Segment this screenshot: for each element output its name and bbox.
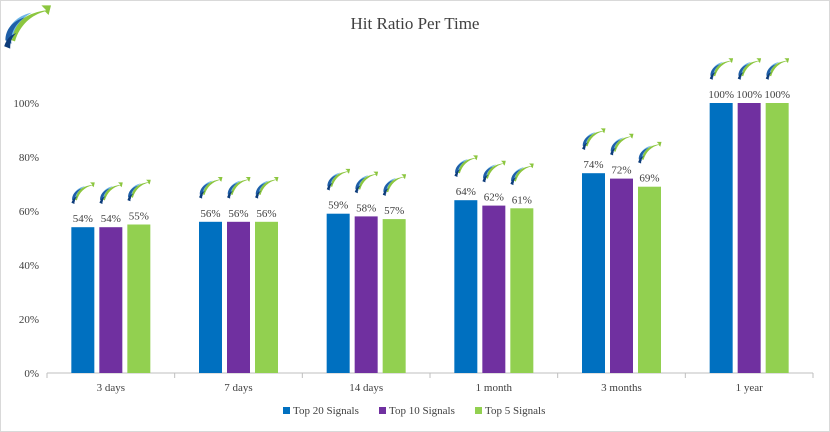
data-label: 58% [356, 202, 376, 214]
x-category-label: 7 days [224, 382, 252, 394]
logo-swoosh-icon [326, 168, 351, 191]
data-label: 56% [228, 208, 248, 220]
logo-swoosh-icon [610, 133, 634, 156]
legend-label: Top 5 Signals [485, 405, 545, 417]
y-axis: 0% 20% 40% 60% 80% 100% [13, 98, 39, 380]
x-category-label: 14 days [349, 382, 383, 394]
logo-swoosh-icon [4, 5, 51, 49]
data-label: 100% [764, 89, 790, 101]
legend: Top 20 Signals Top 10 Signals Top 5 Sign… [283, 405, 545, 417]
logo-swoosh-icon [482, 160, 506, 183]
bar [765, 103, 789, 373]
logo-swoosh-icon [255, 177, 279, 199]
legend-swatch [283, 407, 290, 414]
data-label: 100% [736, 89, 762, 101]
data-label: 59% [328, 200, 348, 212]
bar [582, 173, 605, 373]
data-label: 54% [73, 213, 93, 225]
bar [638, 186, 661, 373]
logo-swoosh-icon [454, 155, 478, 177]
x-axis-ticks [46, 373, 814, 378]
bar [510, 208, 534, 373]
bar [610, 178, 633, 373]
bar [709, 103, 733, 373]
data-label-group: 54% 54% 55% 56% 56% 56% 59% 58% 57% 64% 62% 61% 74% 7… [73, 89, 790, 225]
bar [737, 103, 761, 373]
y-tick-label: 80% [19, 152, 39, 164]
data-label: 54% [101, 213, 121, 225]
data-label: 56% [200, 208, 220, 220]
bar [255, 221, 278, 373]
y-tick-label: 100% [13, 98, 39, 110]
bar [99, 227, 123, 373]
logo-swoosh-icon [382, 174, 407, 196]
x-category-label: 3 months [601, 382, 642, 394]
data-label: 56% [256, 208, 276, 220]
data-label: 55% [129, 211, 149, 223]
bar-marker-group [71, 58, 790, 204]
x-category-label: 1 year [736, 382, 764, 394]
data-label: 72% [611, 165, 631, 177]
logo-swoosh-icon [199, 177, 223, 199]
data-label: 74% [583, 159, 603, 171]
logo-swoosh-icon [765, 58, 790, 80]
bar [482, 205, 506, 373]
logo-swoosh-icon [510, 163, 534, 186]
data-label: 100% [708, 89, 734, 101]
logo-swoosh-icon [227, 177, 251, 199]
data-label: 62% [484, 192, 504, 204]
bar [382, 219, 406, 373]
data-label: 69% [639, 173, 659, 185]
bar [227, 221, 250, 373]
legend-swatch [475, 407, 482, 414]
data-label: 57% [384, 205, 404, 217]
data-label: 64% [456, 186, 476, 198]
bar [326, 213, 350, 373]
x-category-label: 3 days [97, 382, 125, 394]
logo-swoosh-icon [638, 141, 662, 164]
logo-swoosh-icon [709, 58, 734, 80]
bar [454, 200, 478, 373]
logo-swoosh-icon [737, 58, 762, 80]
bar-group [71, 103, 789, 373]
legend-label: Top 20 Signals [293, 405, 359, 417]
bar [71, 227, 95, 373]
x-category-label: 1 month [476, 382, 513, 394]
y-tick-label: 40% [19, 260, 39, 272]
x-axis: 3 days 7 days 14 days 1 month 3 months 1… [97, 382, 763, 394]
chart-title: Hit Ratio Per Time [351, 14, 480, 33]
logo-swoosh-icon [354, 171, 379, 194]
y-tick-label: 0% [24, 368, 39, 380]
y-tick-label: 60% [19, 206, 39, 218]
bar [199, 221, 222, 373]
legend-label: Top 10 Signals [389, 405, 455, 417]
bar [354, 216, 378, 373]
bar [127, 224, 151, 373]
logo-swoosh-icon [582, 128, 606, 150]
logo-swoosh-icon [99, 182, 123, 204]
data-label: 61% [512, 194, 532, 206]
y-tick-label: 20% [19, 314, 39, 326]
logo-swoosh-icon [127, 179, 151, 202]
logo-swoosh-icon [71, 182, 95, 204]
legend-swatch [379, 407, 386, 414]
